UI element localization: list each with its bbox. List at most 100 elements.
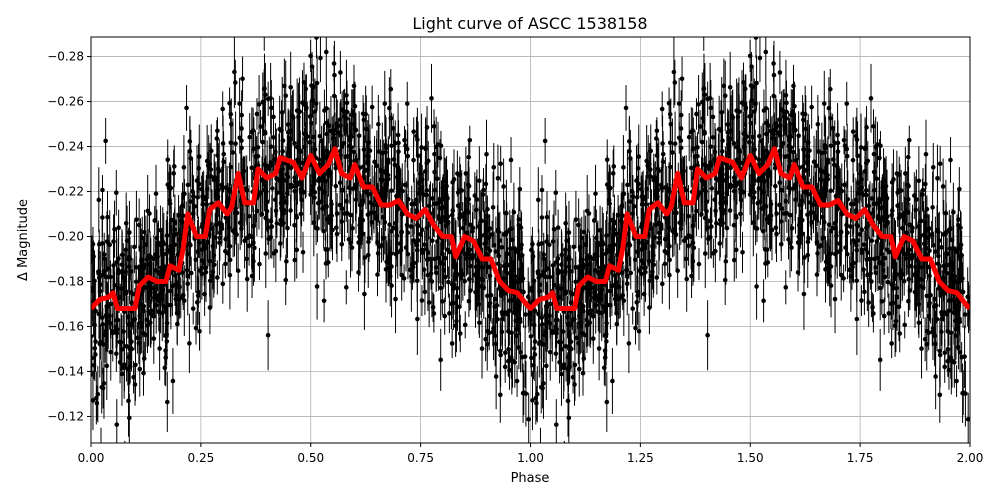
data-point bbox=[796, 133, 801, 138]
data-point bbox=[581, 309, 586, 314]
data-point bbox=[667, 101, 672, 106]
data-point bbox=[935, 176, 940, 181]
data-point bbox=[256, 145, 261, 150]
data-point bbox=[92, 323, 97, 328]
data-point bbox=[668, 141, 673, 146]
data-point bbox=[262, 86, 267, 91]
data-point bbox=[485, 246, 490, 251]
data-point bbox=[297, 109, 302, 114]
data-point bbox=[749, 83, 754, 88]
data-point bbox=[366, 212, 371, 217]
data-point bbox=[559, 286, 564, 291]
data-point bbox=[854, 248, 859, 253]
data-point bbox=[325, 247, 330, 252]
data-point bbox=[625, 183, 630, 188]
data-point bbox=[231, 150, 236, 155]
data-point bbox=[260, 140, 265, 145]
data-point bbox=[280, 110, 285, 115]
data-point bbox=[718, 190, 723, 195]
data-point bbox=[280, 174, 285, 179]
data-point bbox=[703, 251, 708, 256]
data-point bbox=[500, 330, 505, 335]
data-point bbox=[389, 143, 394, 148]
data-point bbox=[529, 334, 534, 339]
data-point bbox=[197, 240, 202, 245]
data-point bbox=[540, 188, 545, 193]
data-point bbox=[561, 366, 566, 371]
data-point bbox=[274, 176, 279, 181]
data-point bbox=[409, 274, 414, 279]
data-point bbox=[539, 385, 544, 390]
data-point bbox=[931, 165, 936, 170]
data-point bbox=[447, 311, 452, 316]
data-point bbox=[829, 143, 834, 148]
data-point bbox=[554, 331, 559, 336]
data-point bbox=[286, 122, 291, 127]
data-point bbox=[754, 284, 759, 289]
data-point bbox=[857, 181, 862, 186]
data-point bbox=[446, 280, 451, 285]
data-point bbox=[221, 282, 226, 287]
data-point bbox=[200, 224, 205, 229]
data-point bbox=[360, 199, 365, 204]
data-point bbox=[260, 212, 265, 217]
data-point bbox=[263, 162, 268, 167]
data-point bbox=[304, 105, 309, 110]
data-point bbox=[939, 330, 944, 335]
data-point bbox=[284, 259, 289, 264]
data-point bbox=[204, 202, 209, 207]
data-point bbox=[954, 379, 959, 384]
data-point bbox=[709, 186, 714, 191]
data-point bbox=[114, 324, 119, 329]
data-point bbox=[366, 140, 371, 145]
data-point bbox=[593, 191, 598, 196]
data-point bbox=[724, 259, 729, 264]
data-point bbox=[933, 374, 938, 379]
data-point bbox=[925, 294, 930, 299]
data-point bbox=[344, 199, 349, 204]
data-point bbox=[925, 329, 930, 334]
data-point bbox=[318, 134, 323, 139]
data-point bbox=[697, 262, 702, 267]
data-point bbox=[187, 139, 192, 144]
data-point bbox=[802, 255, 807, 260]
data-point bbox=[283, 278, 288, 283]
data-point bbox=[694, 112, 699, 117]
data-point bbox=[193, 257, 198, 262]
data-point bbox=[103, 139, 108, 144]
data-point bbox=[154, 296, 159, 301]
data-point bbox=[597, 346, 602, 351]
data-point bbox=[625, 281, 630, 286]
data-point bbox=[270, 186, 275, 191]
data-point bbox=[897, 331, 902, 336]
data-point bbox=[215, 136, 220, 141]
data-point bbox=[409, 224, 414, 229]
data-point bbox=[114, 422, 119, 427]
data-point bbox=[126, 399, 131, 404]
data-point bbox=[914, 197, 919, 202]
data-point bbox=[610, 379, 615, 384]
data-point bbox=[559, 253, 564, 258]
data-point bbox=[352, 126, 357, 131]
data-point bbox=[173, 273, 178, 278]
data-point bbox=[529, 356, 534, 361]
data-point bbox=[266, 97, 271, 102]
data-point bbox=[843, 245, 848, 250]
data-point bbox=[862, 242, 867, 247]
data-point bbox=[708, 219, 713, 224]
data-point bbox=[705, 97, 710, 102]
data-point bbox=[869, 96, 874, 101]
data-point bbox=[438, 358, 443, 363]
data-point bbox=[124, 247, 129, 252]
data-point bbox=[645, 240, 650, 245]
data-point bbox=[938, 161, 943, 166]
data-point bbox=[768, 129, 773, 134]
data-point bbox=[567, 264, 572, 269]
data-point bbox=[948, 226, 953, 231]
data-point bbox=[880, 299, 885, 304]
data-point bbox=[680, 76, 685, 81]
data-point bbox=[784, 93, 789, 98]
data-point bbox=[127, 355, 132, 360]
data-point bbox=[956, 345, 961, 350]
